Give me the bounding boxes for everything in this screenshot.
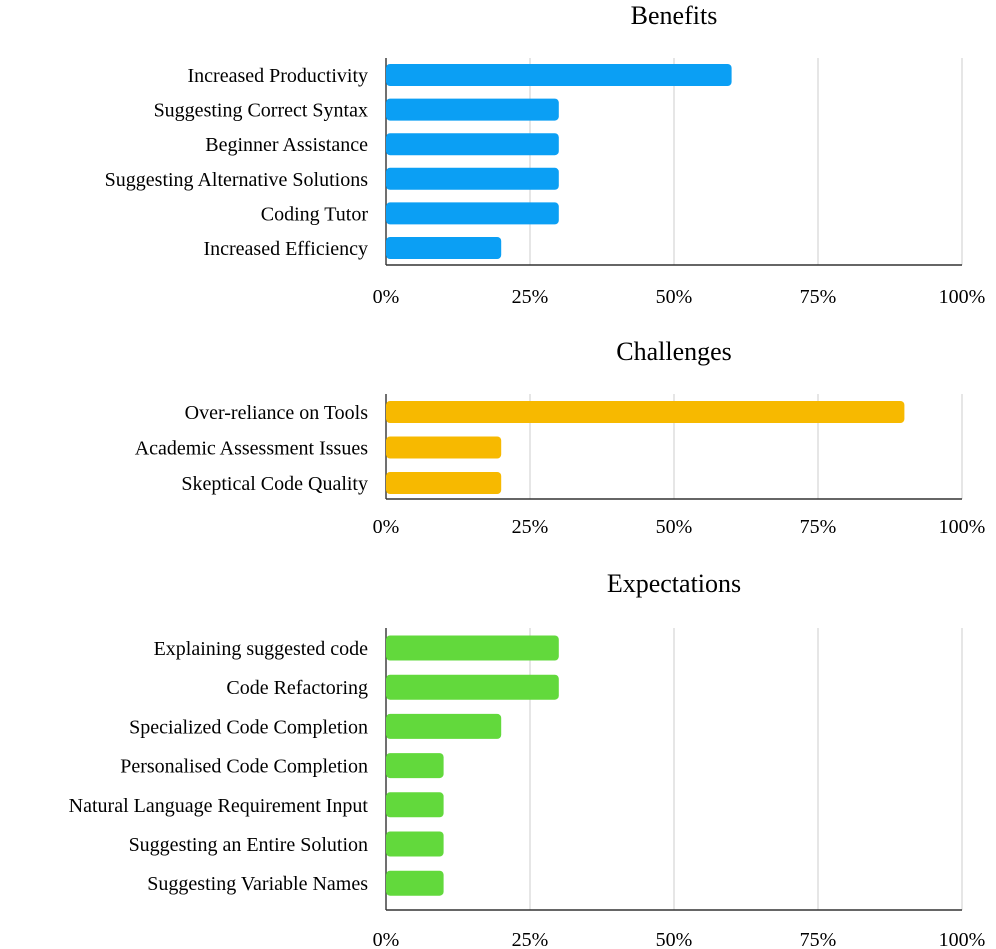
- category-label: Suggesting Alternative Solutions: [105, 169, 369, 191]
- bar: [386, 64, 732, 86]
- bar: [386, 635, 559, 661]
- x-tick-label: 25%: [512, 929, 549, 949]
- bar: [386, 831, 444, 857]
- x-tick-label: 0%: [373, 516, 400, 538]
- chart-title: Benefits: [631, 1, 718, 30]
- x-tick-label: 75%: [800, 929, 837, 949]
- bar: [386, 133, 559, 156]
- x-tick-label: 50%: [656, 516, 693, 538]
- x-tick-label: 50%: [656, 929, 693, 949]
- x-tick-label: 100%: [939, 929, 986, 949]
- bar: [386, 753, 444, 779]
- category-label: Skeptical Code Quality: [181, 473, 368, 495]
- x-tick-label: 0%: [373, 286, 400, 308]
- bar: [386, 472, 502, 494]
- category-label: Explaining suggested code: [154, 638, 369, 660]
- bar: [386, 98, 559, 121]
- bar: [386, 237, 502, 259]
- x-tick-label: 0%: [373, 929, 400, 949]
- chart-panel-challenges: Challenges 0% 25% 50% 75% 100% Over-reliance o…: [135, 337, 986, 538]
- chart-title: Challenges: [616, 337, 732, 366]
- chart-panel-benefits: Benefits 0% 25% 50% 75% 100% Increased Product…: [105, 1, 986, 308]
- category-label: Suggesting Correct Syntax: [154, 100, 368, 122]
- category-label: Beginner Assistance: [205, 134, 368, 156]
- x-tick-label: 75%: [800, 286, 837, 308]
- x-tick-label: 100%: [939, 516, 986, 538]
- bar: [386, 870, 444, 896]
- bar: [386, 167, 559, 190]
- bar: [386, 436, 502, 459]
- category-label: Specialized Code Completion: [129, 716, 368, 738]
- chart-title: Expectations: [607, 569, 741, 598]
- category-label: Natural Language Requirement Input: [69, 795, 369, 817]
- category-label: Personalised Code Completion: [120, 756, 368, 778]
- x-tick-label: 25%: [512, 516, 549, 538]
- bar: [386, 401, 905, 423]
- category-label: Code Refactoring: [226, 677, 368, 699]
- chart-panel-expectations: Expectations 0% 25% 50% 75% 100% Explaining su…: [69, 569, 986, 949]
- category-label: Increased Productivity: [188, 65, 369, 87]
- category-label: Suggesting an Entire Solution: [129, 834, 368, 856]
- bar: [386, 713, 502, 739]
- x-tick-label: 75%: [800, 516, 837, 538]
- category-label: Over-reliance on Tools: [185, 402, 369, 424]
- bar: [386, 674, 559, 700]
- x-tick-label: 100%: [939, 286, 986, 308]
- category-label: Coding Tutor: [261, 203, 369, 225]
- category-label: Suggesting Variable Names: [147, 873, 368, 895]
- bar: [386, 792, 444, 818]
- x-tick-label: 50%: [656, 286, 693, 308]
- category-label: Increased Efficiency: [203, 238, 368, 260]
- bar: [386, 202, 559, 225]
- category-label: Academic Assessment Issues: [135, 438, 369, 460]
- x-tick-label: 25%: [512, 286, 549, 308]
